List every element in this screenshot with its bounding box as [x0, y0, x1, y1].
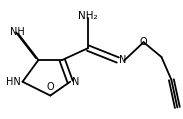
Text: O: O: [140, 37, 147, 47]
Text: O: O: [46, 82, 54, 92]
Text: HN: HN: [6, 77, 21, 87]
Text: N: N: [72, 77, 79, 87]
Text: NH₂: NH₂: [78, 11, 98, 21]
Text: NH: NH: [10, 27, 25, 37]
Text: N: N: [119, 55, 127, 65]
